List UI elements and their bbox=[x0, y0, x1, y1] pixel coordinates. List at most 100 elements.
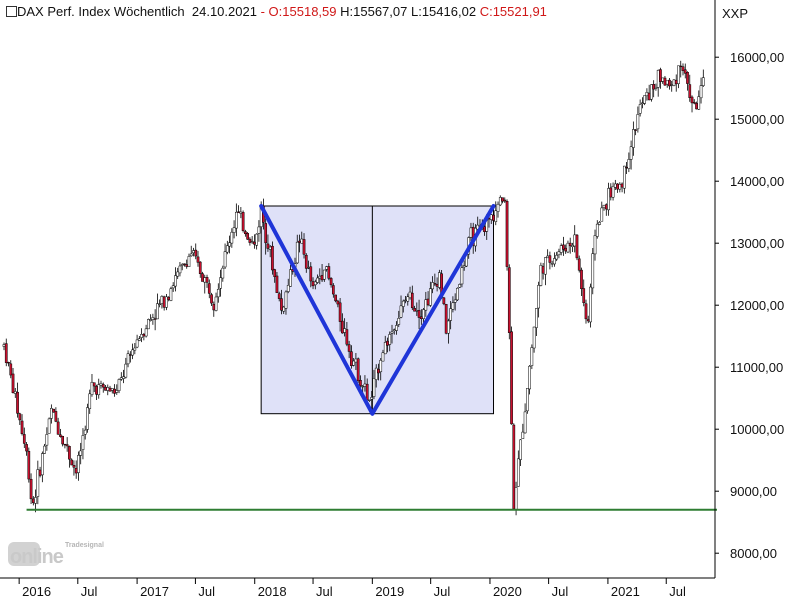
candle-body bbox=[176, 271, 180, 277]
candle-body bbox=[189, 253, 193, 257]
candle-body bbox=[501, 197, 504, 202]
candle-body bbox=[505, 201, 509, 267]
candle-body bbox=[201, 273, 204, 282]
candle-body bbox=[311, 281, 315, 287]
candle-body bbox=[316, 277, 319, 283]
candle-body bbox=[523, 411, 527, 434]
candle-body bbox=[643, 95, 646, 104]
candle-body bbox=[611, 185, 615, 198]
candle-body bbox=[548, 255, 552, 263]
candle-body bbox=[232, 227, 236, 233]
candle-body bbox=[22, 434, 26, 444]
candle-body bbox=[345, 329, 349, 345]
candle-body bbox=[514, 487, 518, 510]
candle-body bbox=[113, 388, 116, 394]
checkbox-icon[interactable] bbox=[6, 6, 17, 17]
candle-body bbox=[11, 373, 15, 393]
candle-body bbox=[679, 65, 683, 68]
candle-body bbox=[449, 308, 452, 321]
candle-body bbox=[95, 386, 98, 395]
candle-body bbox=[343, 328, 346, 333]
annotation-lines-layer bbox=[26, 204, 717, 511]
candle-body bbox=[286, 285, 290, 292]
candle-body bbox=[313, 281, 317, 286]
y-tick-label: 11000,00 bbox=[730, 360, 783, 375]
candle-body bbox=[541, 266, 545, 274]
axis-layer: XXP bbox=[0, 0, 748, 579]
candle-body bbox=[119, 377, 123, 380]
candle-body bbox=[320, 275, 324, 281]
candle-body bbox=[410, 292, 414, 309]
candle-body bbox=[641, 102, 644, 105]
candle-body bbox=[203, 277, 207, 283]
candle-body bbox=[300, 238, 304, 244]
candle-body bbox=[417, 310, 421, 318]
candle-body bbox=[45, 434, 49, 446]
candle-body bbox=[584, 303, 588, 320]
candle-body bbox=[219, 277, 222, 289]
pattern-box-layer bbox=[260, 205, 495, 415]
candle-body bbox=[593, 235, 597, 255]
candle-body bbox=[47, 418, 51, 434]
candle-body bbox=[537, 285, 540, 309]
candle-body bbox=[192, 250, 195, 254]
candle-body bbox=[516, 458, 520, 487]
candle-body bbox=[510, 331, 513, 425]
candle-body bbox=[632, 129, 635, 148]
candle-body bbox=[29, 478, 33, 500]
candle-body bbox=[598, 222, 601, 225]
x-tick-label: 2021 bbox=[611, 584, 640, 599]
header-date: 24.10.2021 bbox=[191, 4, 257, 19]
candle-body bbox=[137, 338, 141, 341]
candle-body bbox=[544, 257, 547, 275]
x-tick-label: 2017 bbox=[140, 584, 169, 599]
candle-body bbox=[280, 298, 283, 311]
candle-body bbox=[131, 349, 134, 356]
candle-body bbox=[668, 79, 671, 87]
candle-body bbox=[253, 241, 256, 245]
candle-body bbox=[469, 227, 473, 238]
candle-body bbox=[223, 251, 227, 268]
candle-body bbox=[124, 363, 128, 378]
x-tick-label: Jul bbox=[81, 584, 98, 599]
candle-body bbox=[54, 411, 58, 422]
candle-body bbox=[322, 269, 326, 280]
candle-body bbox=[298, 240, 301, 243]
x-tick-label: 2018 bbox=[258, 584, 287, 599]
candle-body bbox=[591, 253, 595, 289]
candle-body bbox=[656, 70, 660, 88]
candle-body bbox=[183, 263, 186, 265]
candle-body bbox=[659, 69, 662, 82]
x-tick-label: 2020 bbox=[493, 584, 522, 599]
candle-body bbox=[690, 96, 694, 104]
candle-body bbox=[392, 329, 396, 332]
candle-body bbox=[147, 319, 150, 330]
candle-body bbox=[126, 353, 130, 365]
candle-body bbox=[59, 434, 62, 437]
candle-body bbox=[27, 451, 31, 480]
candle-body bbox=[498, 197, 502, 206]
candle-body bbox=[241, 212, 245, 231]
candle-body bbox=[117, 379, 121, 391]
x-tick-label: Jul bbox=[198, 584, 215, 599]
candle-body bbox=[246, 233, 249, 240]
candle-body bbox=[266, 243, 270, 249]
candle-body bbox=[550, 263, 554, 265]
candle-body bbox=[34, 497, 37, 504]
candle-body bbox=[424, 299, 428, 311]
candle-body bbox=[214, 296, 218, 311]
y-tick-label: 9000,00 bbox=[730, 484, 777, 499]
candle-body bbox=[573, 234, 577, 247]
candle-body bbox=[81, 435, 85, 450]
candle-body bbox=[250, 240, 254, 243]
candle-body bbox=[180, 264, 184, 266]
candle-body bbox=[566, 242, 570, 253]
candle-body bbox=[74, 467, 78, 474]
candle-body bbox=[304, 254, 308, 269]
candle-body bbox=[128, 354, 132, 356]
candle-body bbox=[9, 363, 13, 376]
v-pattern-line bbox=[259, 204, 375, 416]
y-ticks: 16000,00 15000,00 14000,00 13000,00 12000,00… bbox=[715, 50, 784, 561]
candle-body bbox=[600, 207, 604, 222]
candle-body bbox=[618, 184, 622, 190]
